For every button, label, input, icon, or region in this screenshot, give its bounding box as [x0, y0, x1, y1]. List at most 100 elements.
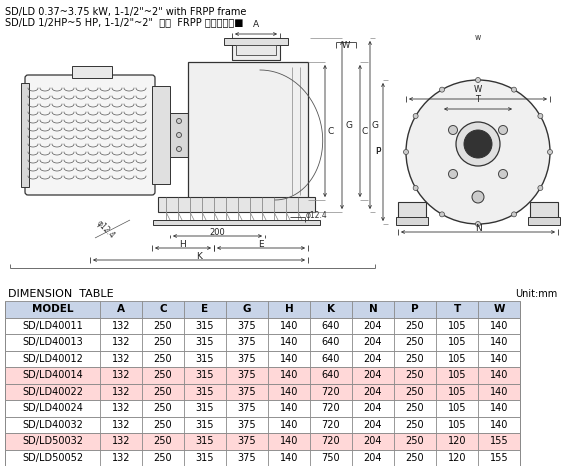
Bar: [528, 217, 560, 225]
Bar: [5, 367, 520, 384]
Text: G: G: [345, 121, 352, 130]
Text: K: K: [327, 304, 335, 314]
Circle shape: [476, 77, 480, 82]
Circle shape: [413, 114, 418, 118]
Text: SD/LD40014: SD/LD40014: [22, 370, 83, 380]
Text: 315: 315: [195, 387, 214, 397]
Text: 315: 315: [195, 370, 214, 380]
Text: 375: 375: [238, 354, 257, 364]
Text: P: P: [375, 148, 380, 157]
Text: 250: 250: [154, 420, 172, 430]
Text: 315: 315: [195, 337, 214, 347]
Text: A: A: [253, 20, 259, 29]
Text: 250: 250: [154, 436, 172, 446]
Bar: [21, 83, 29, 187]
Text: 105: 105: [447, 370, 466, 380]
Text: 140: 140: [280, 387, 298, 397]
Text: 155: 155: [490, 436, 509, 446]
Circle shape: [403, 150, 408, 155]
Text: T: T: [453, 304, 460, 314]
Text: 105: 105: [447, 387, 466, 397]
Text: 375: 375: [238, 436, 257, 446]
Text: N: N: [368, 304, 377, 314]
Text: 132: 132: [112, 436, 131, 446]
Text: E: E: [258, 240, 264, 249]
Text: G: G: [243, 304, 251, 314]
Text: 250: 250: [154, 387, 172, 397]
Text: W: W: [474, 85, 482, 94]
Bar: [170, 113, 188, 157]
Text: 140: 140: [490, 387, 508, 397]
Text: 720: 720: [321, 387, 340, 397]
Text: 250: 250: [154, 453, 172, 463]
Bar: [232, 38, 280, 60]
Text: 140: 140: [280, 321, 298, 331]
Text: H: H: [285, 304, 293, 314]
Text: 315: 315: [195, 321, 214, 331]
Circle shape: [440, 212, 445, 217]
Circle shape: [413, 185, 418, 191]
Text: 250: 250: [406, 370, 424, 380]
Text: 720: 720: [321, 420, 340, 430]
Text: 132: 132: [112, 354, 131, 364]
Text: 375: 375: [238, 370, 257, 380]
Text: 204: 204: [364, 453, 383, 463]
Text: 315: 315: [195, 403, 214, 413]
Text: 750: 750: [321, 453, 340, 463]
Text: 250: 250: [406, 387, 424, 397]
Text: 204: 204: [364, 420, 383, 430]
Circle shape: [538, 185, 543, 191]
Text: 250: 250: [406, 337, 424, 347]
Circle shape: [476, 221, 480, 226]
Text: 375: 375: [238, 453, 257, 463]
Text: 105: 105: [447, 337, 466, 347]
Text: 204: 204: [364, 354, 383, 364]
Text: 120: 120: [447, 453, 466, 463]
Circle shape: [176, 132, 181, 137]
Text: 250: 250: [406, 354, 424, 364]
Circle shape: [511, 212, 516, 217]
Text: K: K: [196, 252, 202, 261]
Text: 132: 132: [112, 321, 131, 331]
Text: C: C: [362, 126, 368, 136]
Circle shape: [472, 191, 484, 203]
Text: 132: 132: [112, 387, 131, 397]
Text: SD/LD40022: SD/LD40022: [22, 387, 83, 397]
Text: C: C: [328, 126, 334, 136]
Text: 250: 250: [406, 453, 424, 463]
Text: 132: 132: [112, 337, 131, 347]
Circle shape: [547, 150, 553, 155]
Text: 720: 720: [321, 436, 340, 446]
Text: P: P: [375, 148, 380, 157]
Bar: [152, 86, 170, 184]
Text: 140: 140: [280, 403, 298, 413]
Bar: [5, 400, 520, 417]
Text: 105: 105: [447, 403, 466, 413]
Text: SD/LD50032: SD/LD50032: [22, 436, 83, 446]
Text: 132: 132: [112, 370, 131, 380]
Text: 250: 250: [154, 403, 172, 413]
Text: 204: 204: [364, 337, 383, 347]
Text: 375: 375: [238, 337, 257, 347]
Bar: [72, 66, 112, 78]
Text: P: P: [411, 304, 419, 314]
Text: 375: 375: [238, 403, 257, 413]
Circle shape: [456, 122, 500, 166]
Text: 120: 120: [447, 436, 466, 446]
Circle shape: [498, 170, 507, 178]
Text: SD/LD40013: SD/LD40013: [22, 337, 83, 347]
Bar: [5, 450, 520, 466]
Text: 315: 315: [195, 453, 214, 463]
Text: H: H: [180, 240, 186, 249]
Text: G: G: [372, 121, 379, 130]
Text: 140: 140: [490, 370, 508, 380]
Circle shape: [176, 118, 181, 123]
Text: 375: 375: [238, 387, 257, 397]
Text: 640: 640: [322, 370, 340, 380]
Text: 250: 250: [406, 420, 424, 430]
Text: SD/LD40011: SD/LD40011: [22, 321, 83, 331]
Text: C: C: [159, 304, 167, 314]
Bar: [398, 202, 426, 224]
Circle shape: [176, 146, 181, 151]
Circle shape: [538, 114, 543, 118]
